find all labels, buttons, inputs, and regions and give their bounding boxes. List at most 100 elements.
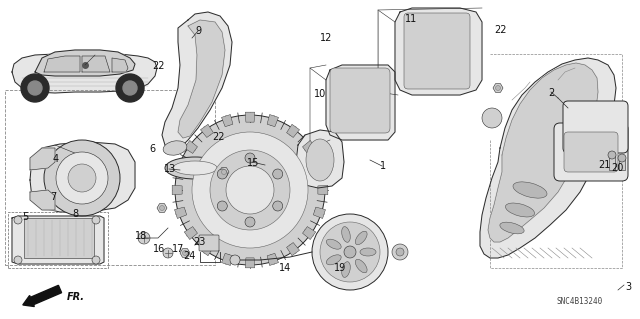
Circle shape	[608, 151, 616, 159]
Polygon shape	[184, 226, 198, 240]
Text: 10: 10	[314, 89, 326, 99]
Text: 4: 4	[52, 154, 59, 164]
FancyBboxPatch shape	[330, 68, 390, 133]
Polygon shape	[112, 58, 128, 72]
Polygon shape	[157, 204, 167, 212]
Polygon shape	[200, 124, 213, 137]
Ellipse shape	[355, 231, 367, 245]
Ellipse shape	[165, 157, 225, 179]
Circle shape	[21, 74, 49, 102]
Text: 13: 13	[163, 164, 176, 174]
Circle shape	[192, 132, 308, 248]
Polygon shape	[30, 142, 135, 212]
Text: 8: 8	[72, 209, 79, 219]
Ellipse shape	[173, 161, 217, 175]
Circle shape	[44, 140, 120, 216]
Circle shape	[245, 217, 255, 227]
Polygon shape	[175, 207, 187, 219]
Circle shape	[320, 222, 380, 282]
Polygon shape	[35, 50, 135, 76]
Circle shape	[221, 169, 227, 174]
Circle shape	[56, 152, 108, 204]
Text: 22: 22	[152, 61, 165, 71]
Polygon shape	[12, 216, 104, 264]
Polygon shape	[175, 161, 187, 173]
Polygon shape	[267, 253, 278, 265]
Text: 17: 17	[172, 244, 184, 254]
Circle shape	[159, 205, 164, 211]
Ellipse shape	[342, 226, 350, 242]
Ellipse shape	[506, 203, 534, 217]
Circle shape	[175, 115, 325, 265]
Text: 21: 21	[598, 160, 611, 170]
Bar	[609, 155, 615, 170]
Text: FR.: FR.	[67, 292, 85, 302]
Polygon shape	[221, 253, 233, 265]
Circle shape	[116, 74, 144, 102]
Polygon shape	[245, 112, 255, 122]
Polygon shape	[221, 115, 233, 127]
FancyBboxPatch shape	[404, 13, 470, 89]
Polygon shape	[180, 249, 190, 257]
Polygon shape	[326, 65, 395, 140]
Polygon shape	[12, 54, 157, 93]
Circle shape	[210, 150, 290, 230]
Text: 14: 14	[278, 263, 291, 273]
Circle shape	[218, 169, 227, 179]
Polygon shape	[172, 185, 182, 195]
Text: SNC4B13240: SNC4B13240	[557, 298, 603, 307]
Polygon shape	[493, 84, 503, 92]
Polygon shape	[219, 168, 229, 176]
Polygon shape	[488, 63, 598, 242]
Circle shape	[182, 250, 188, 256]
Circle shape	[14, 216, 22, 224]
FancyArrow shape	[23, 285, 61, 307]
Text: 23: 23	[193, 237, 206, 248]
Text: 16: 16	[152, 244, 165, 254]
Bar	[619, 158, 625, 170]
Circle shape	[28, 81, 42, 95]
Polygon shape	[30, 190, 55, 210]
Circle shape	[92, 256, 100, 264]
Polygon shape	[287, 124, 300, 137]
Circle shape	[344, 246, 356, 258]
Bar	[5, 90, 215, 265]
Circle shape	[218, 201, 227, 211]
Circle shape	[14, 256, 22, 264]
Bar	[24, 218, 94, 258]
Circle shape	[163, 248, 173, 258]
Text: 22: 22	[212, 132, 225, 142]
Polygon shape	[303, 226, 316, 240]
Ellipse shape	[326, 255, 341, 265]
Polygon shape	[314, 207, 326, 219]
Circle shape	[495, 85, 500, 91]
Polygon shape	[30, 148, 55, 170]
Text: 6: 6	[149, 144, 156, 154]
Polygon shape	[318, 185, 328, 195]
Text: 19: 19	[334, 263, 347, 273]
Polygon shape	[395, 8, 482, 95]
Text: 24: 24	[183, 251, 196, 262]
Ellipse shape	[513, 182, 547, 198]
Text: 20: 20	[611, 163, 624, 174]
Text: 7: 7	[50, 192, 56, 202]
Bar	[8, 212, 108, 268]
FancyBboxPatch shape	[564, 132, 618, 172]
FancyBboxPatch shape	[554, 123, 628, 181]
Circle shape	[396, 248, 404, 256]
Polygon shape	[184, 140, 198, 153]
Ellipse shape	[306, 139, 334, 181]
Circle shape	[392, 244, 408, 260]
Polygon shape	[178, 20, 225, 138]
Polygon shape	[200, 242, 213, 256]
Polygon shape	[162, 12, 232, 150]
Circle shape	[138, 232, 150, 244]
Circle shape	[68, 164, 96, 192]
Circle shape	[482, 108, 502, 128]
Polygon shape	[44, 56, 80, 72]
Text: 15: 15	[246, 158, 259, 168]
Polygon shape	[480, 58, 616, 258]
Ellipse shape	[355, 259, 367, 273]
Text: 12: 12	[320, 33, 333, 43]
Text: 2: 2	[548, 87, 555, 98]
